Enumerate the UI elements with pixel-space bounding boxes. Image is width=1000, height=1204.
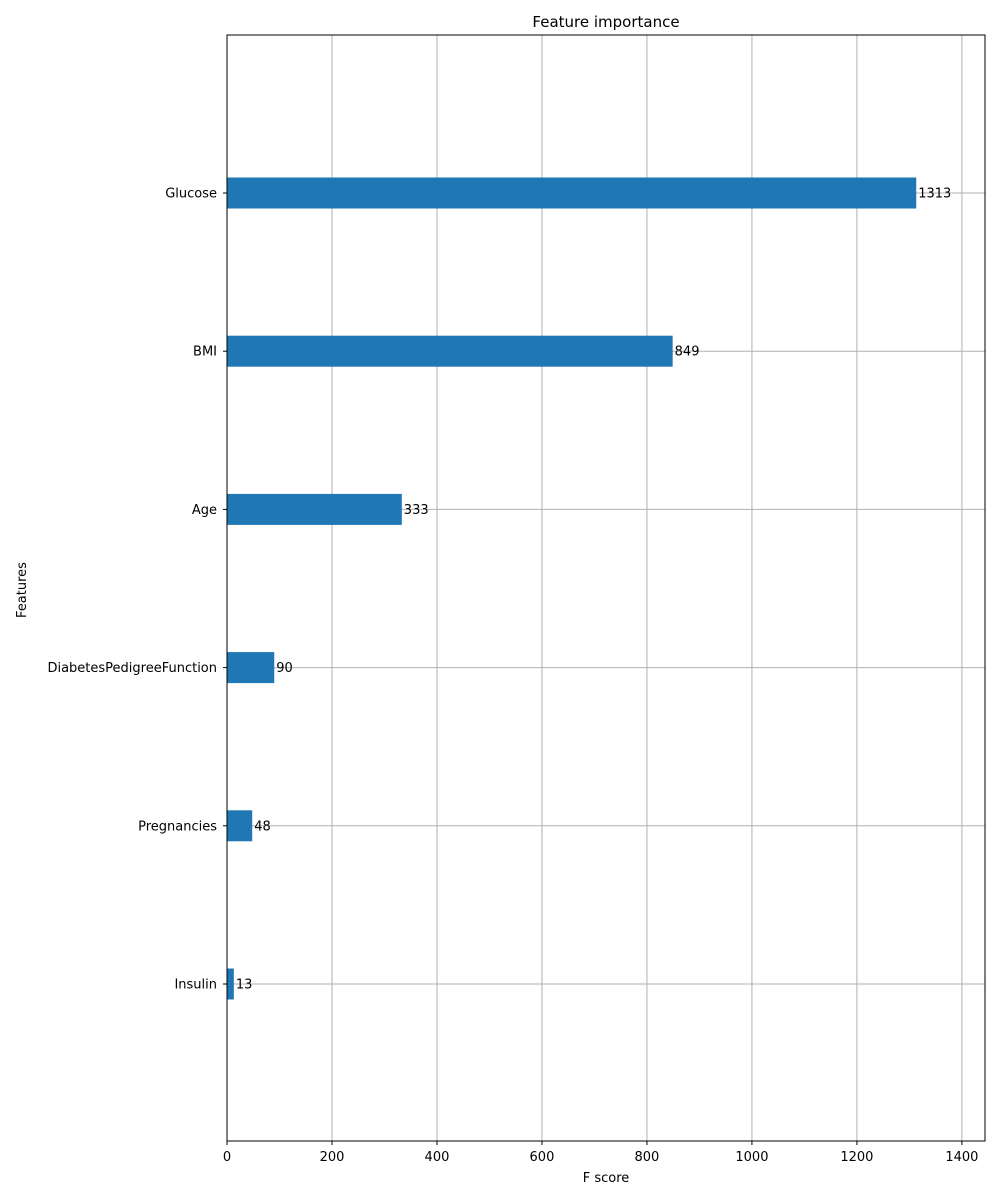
value-label-glucose: 1313 (918, 187, 951, 202)
bar-glucose (227, 177, 917, 209)
x-tick-label: 600 (530, 1150, 555, 1165)
bar-insulin (227, 968, 234, 1000)
x-axis-label: F score (583, 1171, 630, 1186)
x-tick-label: 400 (425, 1150, 450, 1165)
x-tick-label: 1000 (735, 1150, 768, 1165)
x-ticks-layer: 0 200 400 600 800 1000 1200 1400 (223, 1141, 978, 1165)
x-tick-label: 1400 (945, 1150, 978, 1165)
y-ticks-layer: Glucose BMI Age DiabetesPedigreeFunction Pre… (47, 187, 227, 993)
bar-diabetespedigreefunction (227, 652, 275, 684)
y-tick-label-bmi: BMI (193, 345, 217, 360)
x-tick-label: 200 (320, 1150, 345, 1165)
chart-title: Feature importance (532, 13, 679, 31)
y-tick-label-age: Age (192, 503, 217, 518)
plot-frame (226, 34, 986, 1142)
bar-pregnancies (227, 810, 253, 842)
value-labels-layer: 1313 849 333 90 48 13 (236, 187, 952, 993)
y-tick-label-glucose: Glucose (165, 187, 217, 202)
x-tick-label: 800 (635, 1150, 660, 1165)
value-label-insulin: 13 (236, 978, 253, 993)
y-tick-label-pregnancies: Pregnancies (138, 819, 217, 834)
bar-bmi (227, 335, 673, 367)
value-label-bmi: 849 (675, 345, 700, 360)
y-tick-label-insulin: Insulin (174, 978, 217, 993)
y-axis-label: Features (15, 562, 30, 618)
value-label-diabetespedigreefunction: 90 (276, 661, 293, 676)
bar-age (227, 493, 402, 525)
value-label-age: 333 (404, 503, 429, 518)
x-tick-label: 0 (223, 1150, 231, 1165)
axes-layer (226, 34, 986, 1142)
bars-layer (227, 177, 917, 1000)
x-tick-label: 1200 (840, 1150, 873, 1165)
value-label-pregnancies: 48 (254, 819, 271, 834)
y-tick-label-diabetespedigreefunction: DiabetesPedigreeFunction (47, 661, 217, 676)
